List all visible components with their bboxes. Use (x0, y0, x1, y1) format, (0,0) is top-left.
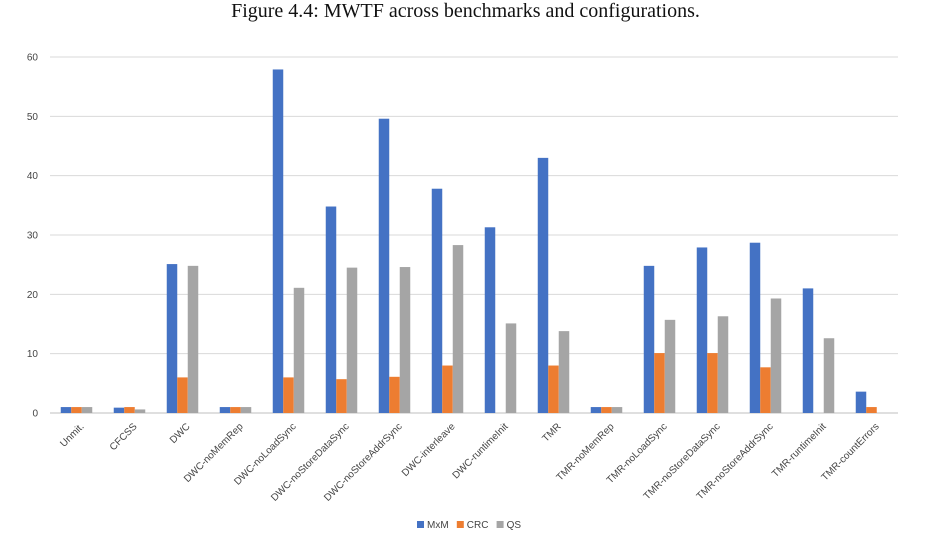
bar-mxm-9 (537, 157, 549, 413)
bar-mxm-15 (855, 391, 867, 413)
bar-mxm-13 (749, 242, 761, 413)
y-tick-label: 30 (27, 231, 39, 242)
bar-crc-11 (654, 353, 665, 413)
bar-mxm-6 (378, 118, 390, 413)
bar-mxm-2 (166, 264, 178, 413)
category-label: DWC-interleave (400, 421, 458, 479)
bar-mxm-7 (431, 188, 443, 413)
y-tick-label: 50 (27, 112, 39, 123)
legend-swatch-crc (456, 521, 464, 528)
bar-qs-12 (717, 316, 729, 413)
bar-crc-7 (442, 365, 453, 413)
bar-mxm-5 (325, 206, 337, 413)
bar-qs-8 (505, 323, 517, 413)
category-label: TMR-countErrors (820, 421, 882, 483)
bar-crc-12 (707, 353, 718, 413)
legend-swatch-mxm (417, 521, 424, 528)
bar-qs-4 (293, 287, 305, 413)
bar-crc-13 (760, 367, 771, 413)
legend: MxM CRC QS (417, 520, 521, 531)
bar-qs-6 (399, 267, 411, 413)
bar-mxm-11 (643, 265, 655, 413)
y-axis-ticks: 0 10 20 30 40 50 60 (27, 53, 39, 420)
bar-crc-6 (389, 376, 400, 413)
legend-label-mxm: MxM (427, 520, 449, 531)
bar-qs-11 (664, 319, 676, 413)
category-label: TMR-noMemRep (555, 421, 617, 483)
category-labels: Unmit. CFCSS DWCDWC-noMemRepDWC-noLoadSync… (58, 421, 881, 504)
bar-crc-0 (71, 407, 82, 413)
bar-crc-10 (601, 407, 612, 413)
y-tick-label: 10 (27, 349, 39, 360)
category-label: DWC (168, 421, 193, 446)
bar-crc-2 (177, 377, 188, 413)
bar-mxm-3 (219, 407, 231, 413)
legend-label-qs: QS (507, 520, 522, 531)
category-label: CFCSS (108, 421, 140, 453)
bar-mxm-0 (60, 407, 72, 413)
bar-mxm-10 (590, 407, 602, 413)
bar-crc-15 (866, 407, 877, 413)
bar-mxm-4 (272, 69, 284, 414)
category-label: DWC-runtimeInit (451, 421, 511, 481)
bar-qs-1 (134, 409, 146, 413)
y-tick-label: 40 (27, 171, 39, 182)
bar-crc-9 (548, 365, 559, 413)
bar-crc-5 (336, 379, 347, 413)
bars (60, 69, 877, 414)
category-label: Unmit. (58, 421, 86, 449)
bar-mxm-12 (696, 247, 708, 413)
legend-swatch-qs (496, 521, 504, 528)
category-label: TMR (541, 421, 564, 444)
bar-crc-3 (230, 407, 241, 413)
bar-qs-14 (823, 338, 835, 413)
y-tick-label: 60 (27, 53, 39, 64)
bar-qs-2 (187, 265, 199, 413)
bar-mxm-8 (484, 227, 496, 413)
bar-qs-9 (558, 331, 570, 413)
legend-label-crc: CRC (467, 520, 489, 531)
bar-crc-4 (283, 377, 294, 413)
bar-qs-10 (611, 407, 623, 413)
category-label: TMR-runtimeInit (770, 421, 829, 480)
bar-qs-5 (346, 267, 358, 413)
bar-qs-7 (452, 245, 464, 413)
bar-mxm-1 (113, 407, 125, 413)
y-tick-label: 20 (27, 290, 39, 301)
bar-mxm-14 (802, 288, 814, 413)
bar-qs-3 (240, 407, 252, 413)
bar-qs-0 (81, 407, 93, 413)
bar-qs-13 (770, 298, 782, 413)
y-tick-label: 0 (32, 409, 38, 420)
figure-caption: Figure 4.4: MWTF across benchmarks and c… (231, 0, 700, 22)
bar-crc-1 (124, 407, 135, 413)
